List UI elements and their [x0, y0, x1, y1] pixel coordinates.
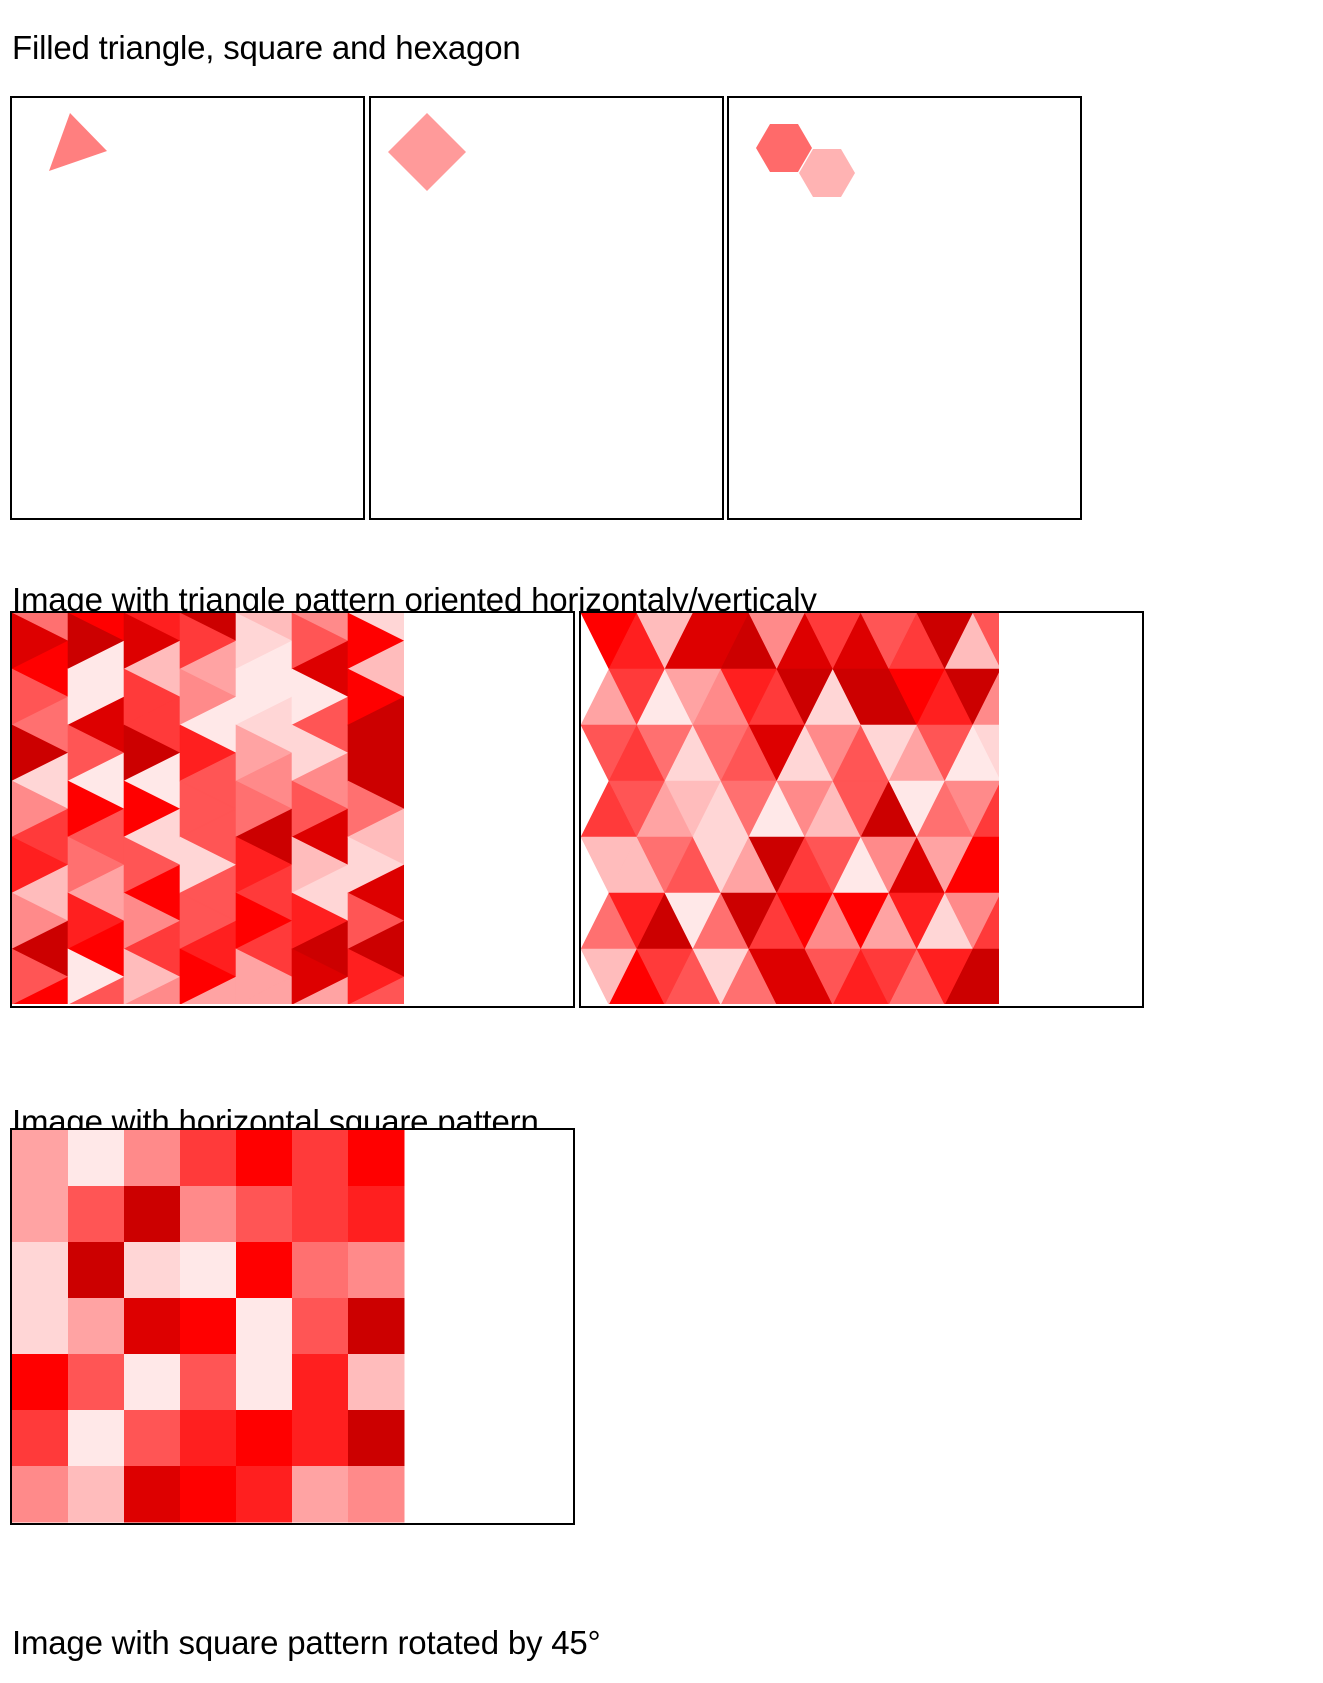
pattern-square: [292, 1186, 349, 1243]
pattern-square: [12, 1242, 69, 1299]
pattern-square: [124, 1354, 181, 1411]
pattern-square: [180, 1186, 237, 1243]
square-frame: [369, 96, 724, 520]
pattern-square: [12, 1186, 69, 1243]
filled-hexagon-2: [799, 149, 855, 197]
pattern-square: [68, 1298, 125, 1355]
pattern-square: [292, 1298, 349, 1355]
pattern-square: [124, 1466, 181, 1523]
pattern-square: [292, 1466, 349, 1523]
pattern-triangle: [237, 976, 293, 1004]
pattern-square: [124, 1298, 181, 1355]
pattern-square: [12, 1130, 69, 1187]
pattern-triangle: [293, 976, 349, 1004]
filled-triangle: [49, 113, 107, 171]
pattern-square: [348, 1186, 405, 1243]
pattern-square: [292, 1354, 349, 1411]
pattern-square: [348, 1298, 405, 1355]
pattern-square: [348, 1410, 405, 1467]
hexagon-frame: [727, 96, 1082, 520]
pattern-triangle: [972, 836, 999, 890]
pattern-square: [12, 1354, 69, 1411]
pattern-square: [124, 1130, 181, 1187]
pattern-square: [348, 1130, 405, 1187]
pattern-triangle: [972, 724, 999, 778]
pattern-square: [68, 1466, 125, 1523]
pattern-square: [180, 1130, 237, 1187]
triangle-pattern-vertical-frame: [579, 611, 1144, 1008]
pattern-triangle: [13, 976, 69, 1004]
pattern-square: [180, 1298, 237, 1355]
pattern-triangle: [972, 672, 999, 726]
triangle-pattern-horizontal-frame: [10, 611, 575, 1008]
pattern-square: [348, 1242, 405, 1299]
pattern-square: [348, 1354, 405, 1411]
pattern-square: [124, 1186, 181, 1243]
pattern-square: [124, 1242, 181, 1299]
pattern-square: [236, 1186, 293, 1243]
pattern-square: [68, 1186, 125, 1243]
triangle-frame: [10, 96, 365, 520]
pattern-square: [236, 1130, 293, 1187]
pattern-square: [348, 1466, 405, 1523]
pattern-square: [292, 1410, 349, 1467]
pattern-square: [68, 1130, 125, 1187]
pattern-square: [68, 1354, 125, 1411]
pattern-triangle: [69, 976, 125, 1004]
filled-hexagon-1: [756, 124, 812, 172]
filled-square: [388, 113, 466, 191]
pattern-square: [180, 1354, 237, 1411]
pattern-square: [292, 1130, 349, 1187]
section-title-rotated-square-pattern: Image with square pattern rotated by 45°: [12, 1624, 601, 1661]
section-title-shapes: Filled triangle, square and hexagon: [12, 29, 521, 66]
pattern-square: [292, 1242, 349, 1299]
pattern-triangle: [181, 976, 237, 1004]
pattern-square: [180, 1466, 237, 1523]
pattern-square: [180, 1410, 237, 1467]
pattern-square: [236, 1466, 293, 1523]
pattern-square: [12, 1298, 69, 1355]
pattern-triangle: [972, 613, 999, 666]
pattern-square: [236, 1242, 293, 1299]
square-pattern-frame: [10, 1128, 575, 1525]
pattern-triangle: [972, 896, 999, 950]
pattern-triangle: [972, 784, 999, 838]
pattern-square: [236, 1354, 293, 1411]
pattern-square: [180, 1242, 237, 1299]
pattern-triangle: [349, 976, 404, 1004]
pattern-triangle: [125, 976, 181, 1004]
pattern-square: [12, 1466, 69, 1523]
pattern-square: [236, 1298, 293, 1355]
pattern-square: [12, 1410, 69, 1467]
pattern-square: [68, 1242, 125, 1299]
pattern-square: [236, 1410, 293, 1467]
pattern-square: [124, 1410, 181, 1467]
pattern-square: [68, 1410, 125, 1467]
pattern-triangle: [972, 948, 999, 1002]
